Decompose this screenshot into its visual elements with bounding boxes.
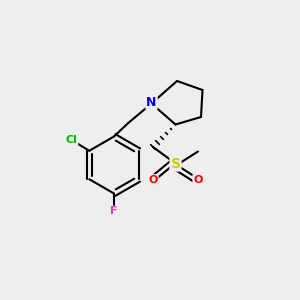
Text: Cl: Cl xyxy=(65,135,77,145)
Text: O: O xyxy=(148,175,158,185)
Text: O: O xyxy=(193,175,203,185)
Text: S: S xyxy=(170,157,181,170)
Text: N: N xyxy=(146,95,157,109)
Text: F: F xyxy=(110,206,118,217)
